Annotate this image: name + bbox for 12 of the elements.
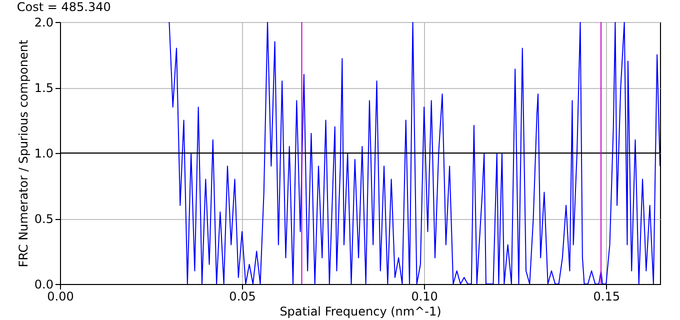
x-axis-title: Spatial Frequency (nm^-1) [280, 304, 442, 318]
x-tick-label: 0.00 [47, 290, 74, 304]
y-tick-label: 0.0 [34, 278, 54, 292]
x-tick-label: 0.10 [411, 290, 438, 304]
y-axis-title: FRC Numerator / Spurious component [16, 39, 30, 268]
y-tick-label: 2.0 [34, 16, 54, 30]
x-tick-label: 0.15 [593, 290, 620, 304]
y-tick-label: 1.5 [34, 81, 54, 95]
y-tick-label: 1.0 [34, 146, 54, 160]
chart-title: Cost = 485.340 [16, 0, 111, 14]
y-tick-label: 0.5 [34, 212, 54, 226]
x-tick-label: 0.05 [229, 290, 256, 304]
